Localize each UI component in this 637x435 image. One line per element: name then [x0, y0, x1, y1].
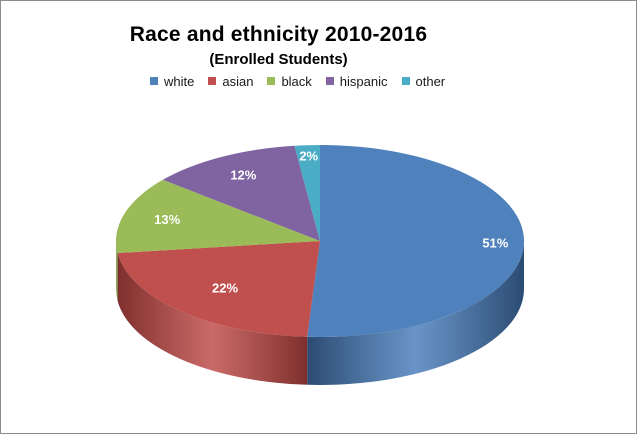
legend-swatch-black — [267, 77, 276, 85]
legend-label-black: black — [281, 73, 312, 89]
pie-side-asian — [117, 253, 308, 385]
data-label-hispanic: 12% — [230, 167, 256, 182]
data-label-asian: 22% — [212, 281, 238, 296]
legend-label-hispanic: hispanic — [339, 73, 388, 89]
pie-slice-white — [307, 145, 524, 337]
pie-side-white — [307, 241, 524, 386]
legend-swatch-white — [150, 77, 158, 85]
pie-side-black — [116, 241, 118, 302]
data-label-other: 2% — [299, 149, 318, 164]
legend-label-asian: asian — [222, 73, 254, 89]
data-label-white: 51% — [482, 236, 508, 251]
legend-item-white: white — [150, 74, 194, 89]
chart-subtitle: (Enrolled Students) — [209, 51, 348, 68]
pie-slice-hispanic — [162, 145, 320, 241]
legend-label-other: other — [415, 73, 446, 89]
chart-legend: white asian black hispanic other — [150, 72, 490, 90]
pie-slice-other — [294, 145, 320, 241]
legend-item-black: black — [267, 73, 312, 89]
legend-swatch-other — [401, 77, 410, 85]
legend-item-asian: asian — [208, 74, 253, 89]
pie-slice-asian — [117, 241, 320, 337]
legend-item-hispanic: hispanic — [325, 73, 388, 89]
pie-slice-black — [116, 179, 320, 254]
chart-title: Race and ethnicity 2010-2016 — [129, 23, 428, 46]
legend-swatch-hispanic — [325, 77, 334, 85]
legend-item-other: other — [401, 73, 446, 89]
data-label-black: 13% — [154, 212, 180, 227]
legend-label-white: white — [164, 73, 195, 89]
legend-swatch-asian — [208, 77, 217, 85]
